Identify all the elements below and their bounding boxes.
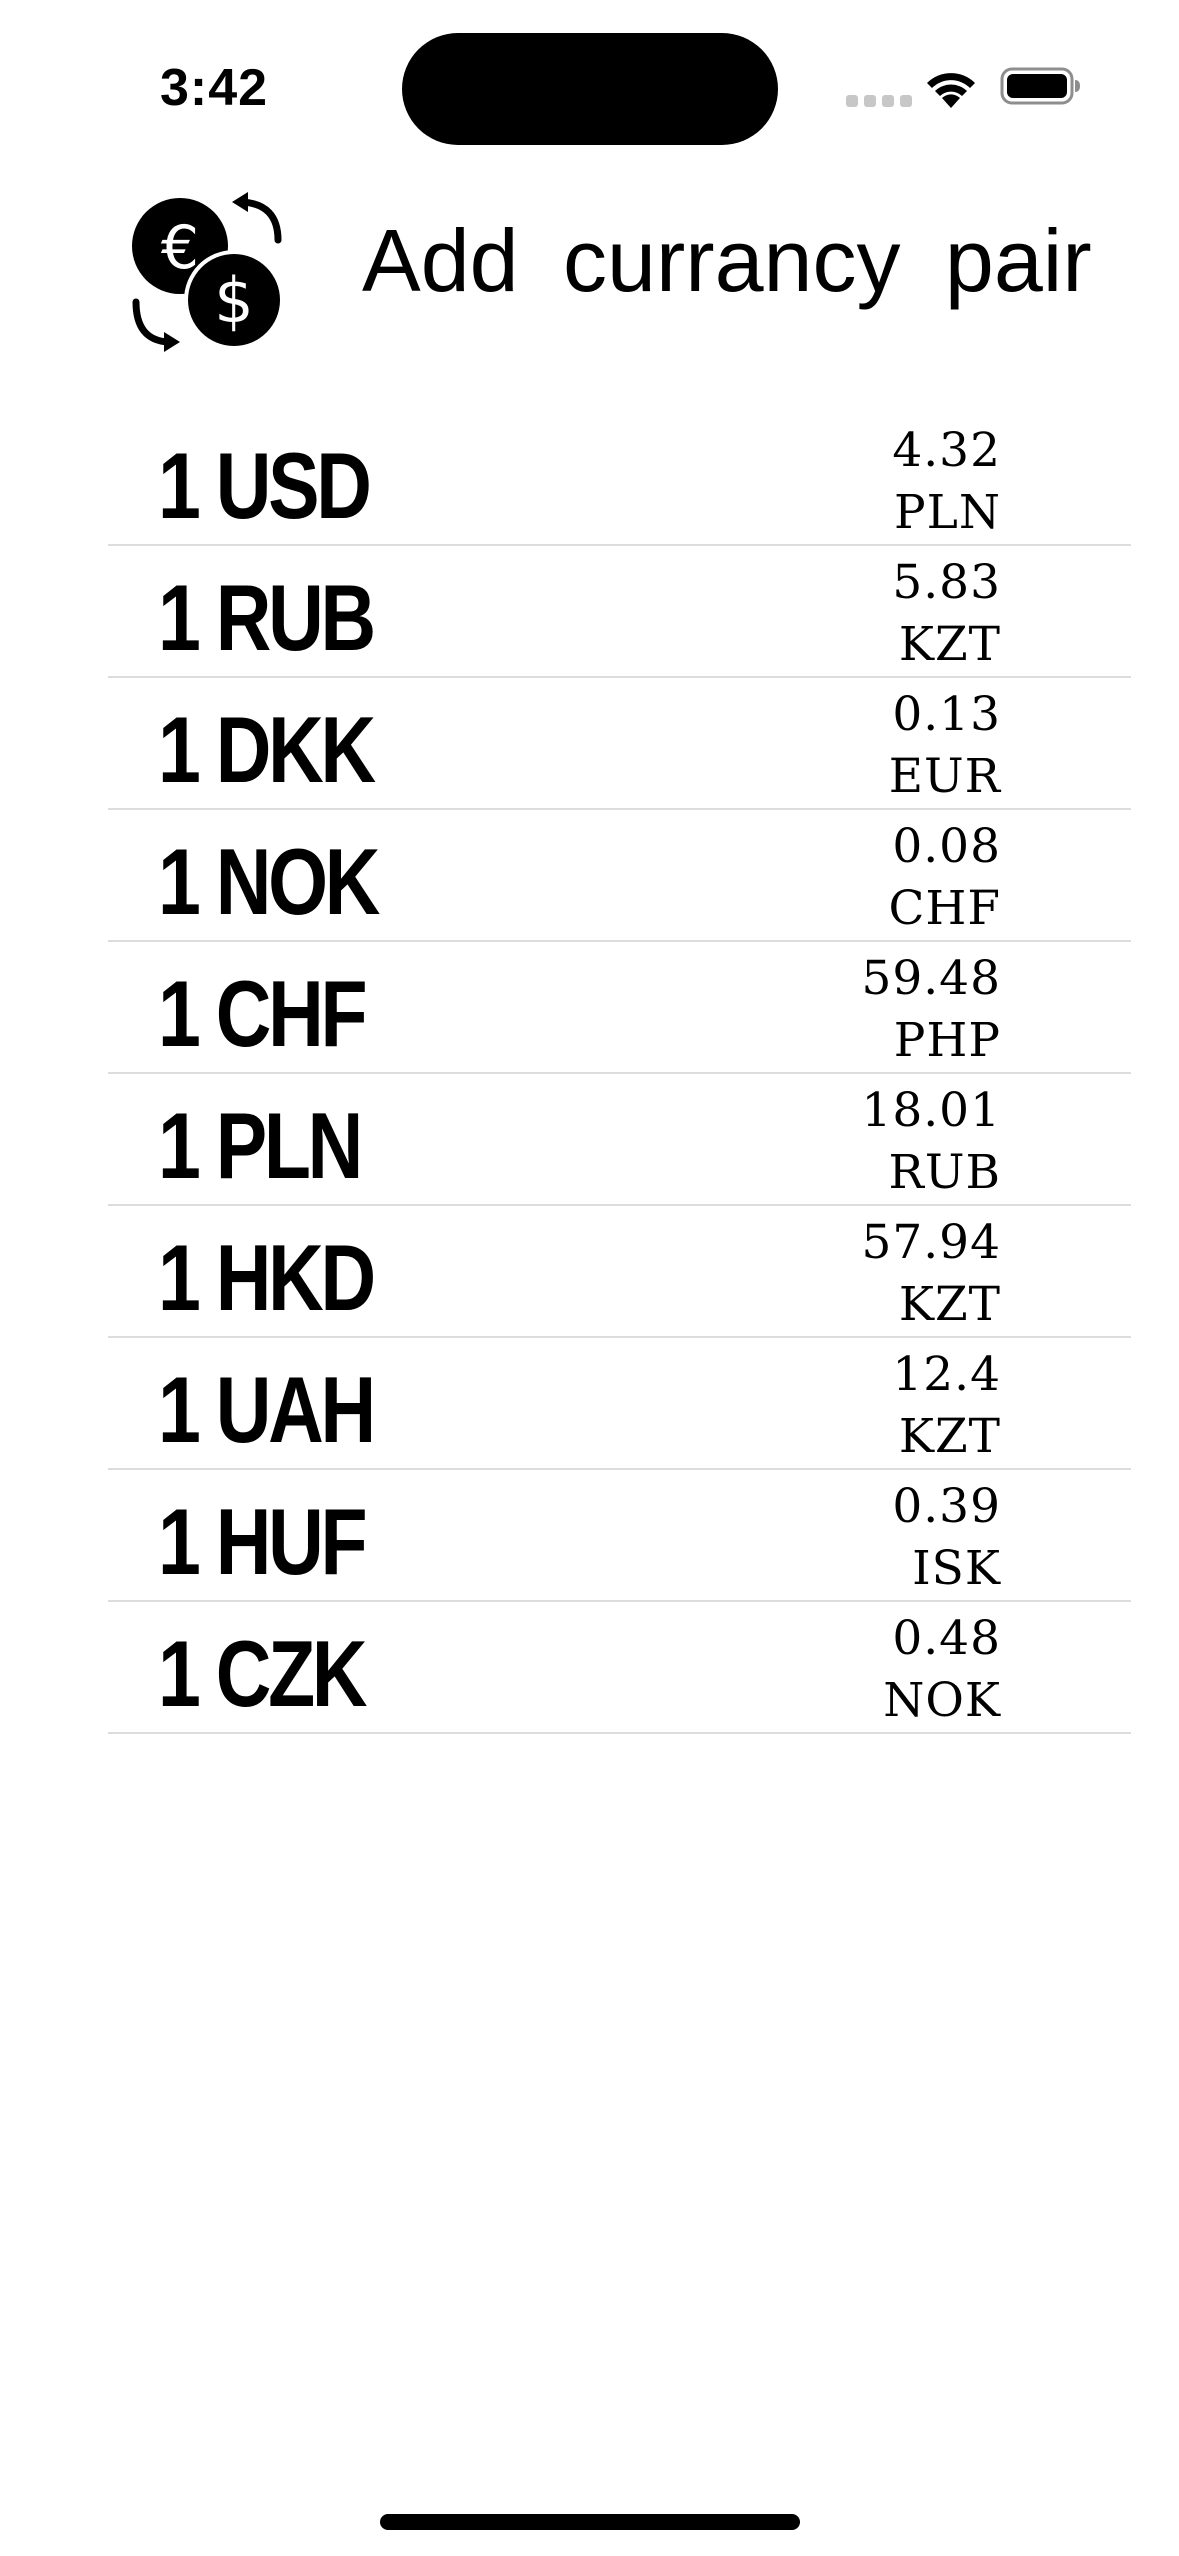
quote-currency: PLN xyxy=(894,485,1001,540)
pair-rate: 4.32 PLN xyxy=(781,420,1001,544)
status-time: 3:42 xyxy=(160,59,269,117)
pair-base-currency: 1 HUF xyxy=(158,1489,368,1594)
list-item[interactable]: 1 RUB 5.83 KZT xyxy=(108,546,1131,678)
pair-base-currency: 1 NOK xyxy=(158,829,380,934)
status-bar: 3:42 xyxy=(0,0,1179,170)
quote-currency: KZT xyxy=(898,617,1001,672)
rate-value: 5.83 xyxy=(892,555,1001,610)
rate-value: 4.32 xyxy=(892,423,1001,478)
list-item[interactable]: 1 NOK 0.08 CHF xyxy=(108,810,1131,942)
currency-pair-list: 1 USD 4.32 PLN 1 RUB 5.83 KZT 1 DKK 0.13… xyxy=(108,414,1131,1734)
list-item[interactable]: 1 HUF 0.39 ISK xyxy=(108,1470,1131,1602)
pair-base-currency: 1 CZK xyxy=(158,1621,368,1726)
pair-rate: 5.83 KZT xyxy=(781,552,1001,676)
quote-currency: EUR xyxy=(888,749,1001,804)
home-indicator[interactable] xyxy=(380,2514,800,2530)
rate-value: 0.08 xyxy=(892,819,1001,874)
svg-text:€: € xyxy=(161,213,199,283)
quote-currency: PHP xyxy=(893,1013,1001,1068)
header: € $ Add currancy pair xyxy=(0,180,1179,360)
quote-currency: KZT xyxy=(898,1277,1001,1332)
pair-rate: 0.39 ISK xyxy=(781,1476,1001,1600)
currency-exchange-icon: € $ xyxy=(132,192,284,352)
quote-currency: RUB xyxy=(888,1145,1001,1200)
pair-base-currency: 1 PLN xyxy=(158,1093,363,1198)
pair-rate: 0.13 EUR xyxy=(781,684,1001,808)
pair-rate: 57.94 KZT xyxy=(781,1212,1001,1336)
wifi-icon xyxy=(927,73,975,108)
battery-icon xyxy=(1000,67,1080,105)
list-item[interactable]: 1 USD 4.32 PLN xyxy=(108,414,1131,546)
quote-currency: NOK xyxy=(883,1673,1001,1728)
list-item[interactable]: 1 HKD 57.94 KZT xyxy=(108,1206,1131,1338)
rate-value: 18.01 xyxy=(861,1083,1001,1138)
add-currency-pair-button[interactable]: Add currancy pair xyxy=(362,211,1092,310)
pair-base-currency: 1 UAH xyxy=(158,1357,376,1462)
quote-currency: KZT xyxy=(898,1409,1001,1464)
pair-rate: 12.4 KZT xyxy=(781,1344,1001,1468)
rate-value: 0.48 xyxy=(892,1611,1001,1666)
pair-base-currency: 1 CHF xyxy=(158,961,368,1066)
pair-base-currency: 1 HKD xyxy=(158,1225,376,1330)
svg-text:$: $ xyxy=(214,264,253,337)
list-item[interactable]: 1 CHF 59.48 PHP xyxy=(108,942,1131,1074)
pair-base-currency: 1 DKK xyxy=(158,697,376,802)
pair-rate: 18.01 RUB xyxy=(781,1080,1001,1204)
pair-rate: 59.48 PHP xyxy=(781,948,1001,1072)
list-item[interactable]: 1 PLN 18.01 RUB xyxy=(108,1074,1131,1206)
rate-value: 0.13 xyxy=(892,687,1001,742)
rate-value: 12.4 xyxy=(892,1347,1001,1402)
quote-currency: CHF xyxy=(888,881,1001,936)
rate-value: 59.48 xyxy=(861,951,1001,1006)
rate-value: 57.94 xyxy=(861,1215,1001,1270)
dynamic-island xyxy=(402,33,778,145)
pair-base-currency: 1 USD xyxy=(158,433,372,538)
list-item[interactable]: 1 DKK 0.13 EUR xyxy=(108,678,1131,810)
rate-value: 0.39 xyxy=(892,1479,1001,1534)
cellular-signal-icon xyxy=(846,95,912,107)
list-item[interactable]: 1 CZK 0.48 NOK xyxy=(108,1602,1131,1734)
pair-rate: 0.08 CHF xyxy=(781,816,1001,940)
pair-rate: 0.48 NOK xyxy=(781,1608,1001,1732)
pair-base-currency: 1 RUB xyxy=(158,565,376,670)
quote-currency: ISK xyxy=(912,1541,1001,1596)
list-item[interactable]: 1 UAH 12.4 KZT xyxy=(108,1338,1131,1470)
